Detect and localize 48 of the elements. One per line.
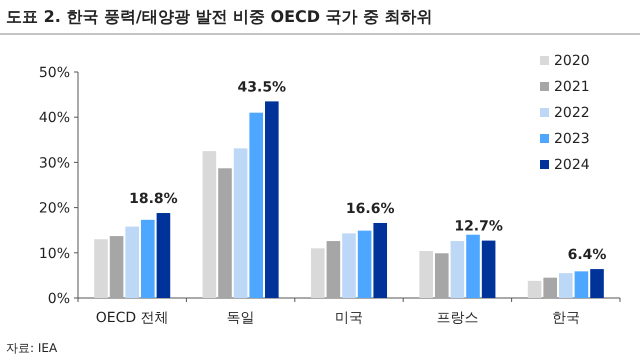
bar bbox=[528, 280, 542, 298]
chart-title: 도표 2. 한국 풍력/태양광 발전 비중 OECD 국가 중 최하위 bbox=[6, 7, 433, 26]
bar bbox=[94, 239, 108, 298]
bar bbox=[419, 250, 433, 298]
bar bbox=[326, 241, 340, 298]
legend-label: 2024 bbox=[554, 157, 590, 173]
bar bbox=[156, 213, 170, 298]
x-tick-label: OECD 전체 bbox=[96, 310, 169, 326]
bar bbox=[265, 101, 279, 298]
y-tick-label: 40% bbox=[38, 110, 70, 126]
data-label: 12.7% bbox=[454, 218, 503, 235]
x-tick-label: 프랑스 bbox=[436, 310, 478, 326]
bar bbox=[434, 253, 449, 298]
bar bbox=[202, 151, 216, 298]
bar bbox=[574, 271, 588, 298]
bar bbox=[558, 273, 573, 298]
bar bbox=[482, 240, 496, 298]
data-label: 6.4% bbox=[568, 247, 606, 264]
data-label: 16.6% bbox=[346, 200, 395, 217]
bar bbox=[310, 248, 325, 298]
bar bbox=[466, 234, 480, 298]
y-tick-label: 30% bbox=[38, 155, 70, 172]
y-tick-label: 20% bbox=[38, 200, 70, 217]
bar bbox=[450, 241, 464, 298]
legend-label: 2021 bbox=[554, 79, 590, 95]
y-tick-label: 10% bbox=[38, 246, 70, 262]
bar bbox=[342, 233, 356, 298]
legend-label: 2020 bbox=[554, 53, 590, 69]
bar bbox=[590, 269, 604, 298]
bar bbox=[125, 226, 140, 298]
bar bbox=[249, 112, 264, 298]
data-label: 18.8% bbox=[129, 191, 178, 208]
bar bbox=[358, 230, 372, 298]
y-tick-label: 0% bbox=[48, 291, 70, 307]
bar bbox=[373, 222, 388, 298]
x-tick-label: 미국 bbox=[335, 310, 363, 326]
text: 자료: IEA bbox=[6, 341, 58, 355]
bar bbox=[543, 278, 557, 298]
legend-label: 2023 bbox=[554, 131, 590, 147]
x-tick-label: 독일 bbox=[226, 310, 255, 326]
bar bbox=[218, 168, 232, 298]
x-tick-label: 한국 bbox=[552, 310, 580, 326]
data-label: 43.5% bbox=[238, 79, 286, 96]
legend-label: 2022 bbox=[554, 105, 590, 121]
bar bbox=[110, 236, 124, 298]
y-tick-label: 50% bbox=[38, 65, 70, 81]
bar bbox=[234, 148, 248, 298]
bar bbox=[141, 220, 155, 298]
